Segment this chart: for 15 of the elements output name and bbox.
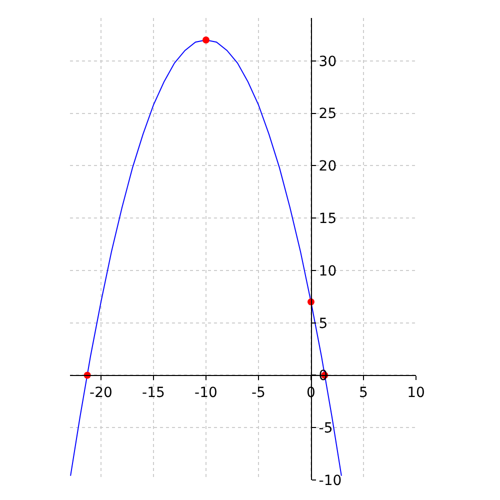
x-tick-label: 10 — [407, 385, 425, 402]
x-tick-label: -20 — [90, 385, 112, 402]
x-tick-label: -15 — [142, 385, 165, 402]
y-tick-label: 15 — [318, 211, 337, 227]
x-tick-label: -5 — [252, 385, 266, 402]
y-tick-label: -5 — [318, 420, 333, 437]
x-tick-label: -10 — [194, 385, 218, 402]
y-tick-label: 20 — [318, 158, 337, 175]
y-tick-label: -10 — [318, 472, 342, 489]
y-tick-label: 30 — [318, 54, 337, 70]
point — [202, 36, 210, 44]
y-tick-label: 25 — [318, 106, 337, 122]
y-tick-label: 5 — [318, 316, 328, 332]
y-tick-label: 10 — [318, 263, 337, 280]
x-tick-label: 5 — [359, 385, 368, 402]
